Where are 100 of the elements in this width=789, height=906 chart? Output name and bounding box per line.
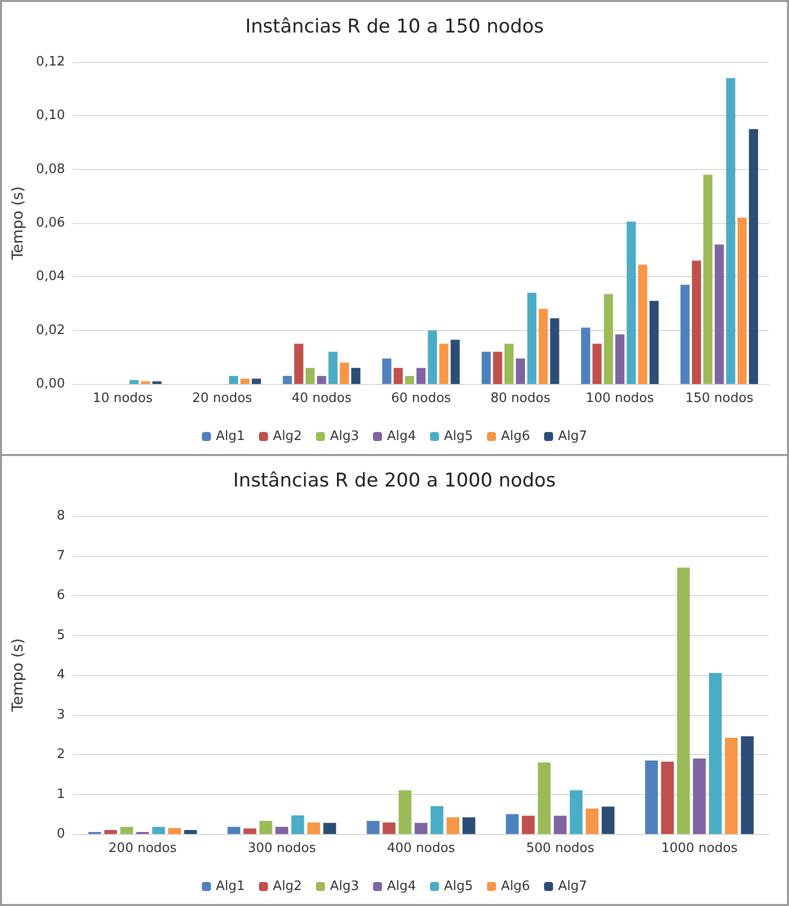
legend-label: Alg7 bbox=[558, 429, 588, 444]
chart-title: Instâncias R de 10 a 150 nodos bbox=[245, 16, 544, 38]
bar bbox=[527, 292, 536, 384]
y-tick-label: 0,12 bbox=[36, 54, 65, 70]
bar bbox=[228, 376, 238, 384]
bar bbox=[538, 308, 548, 384]
legend-label: Alg1 bbox=[216, 429, 245, 444]
bar bbox=[446, 817, 460, 834]
legend-label: Alg3 bbox=[330, 879, 359, 894]
bar bbox=[414, 822, 428, 834]
bar bbox=[692, 260, 702, 384]
bar bbox=[306, 368, 315, 384]
bar bbox=[120, 826, 134, 834]
bar bbox=[604, 294, 614, 384]
bar bbox=[615, 334, 624, 384]
legend-label: Alg2 bbox=[272, 879, 302, 894]
bar bbox=[317, 376, 326, 384]
y-tick-label: 5 bbox=[56, 628, 65, 643]
bar bbox=[294, 344, 304, 384]
bar bbox=[726, 78, 736, 384]
legend-label: Alg2 bbox=[272, 429, 302, 444]
bar bbox=[638, 264, 648, 384]
bar bbox=[366, 820, 380, 834]
x-tick-label: 20 nodos bbox=[192, 391, 252, 406]
y-tick-label: 0,02 bbox=[36, 322, 65, 338]
x-tick-label: 100 nodos bbox=[586, 391, 654, 406]
bar bbox=[538, 762, 551, 834]
y-tick-label: 4 bbox=[56, 668, 65, 682]
bar bbox=[382, 822, 396, 834]
bar bbox=[586, 808, 599, 834]
bar bbox=[382, 358, 392, 384]
bar bbox=[282, 376, 292, 384]
bar bbox=[626, 222, 636, 384]
bar bbox=[693, 758, 706, 834]
y-tick-label: 8 bbox=[56, 508, 65, 524]
legend-label: Alg3 bbox=[330, 429, 359, 444]
bar bbox=[140, 381, 150, 384]
y-axis-title: Tempo (s) bbox=[8, 186, 26, 261]
y-tick-label: 7 bbox=[56, 548, 65, 564]
bar bbox=[307, 822, 320, 834]
bar bbox=[602, 806, 614, 834]
bar bbox=[661, 762, 674, 834]
bar bbox=[740, 736, 754, 834]
y-tick-label: 0,08 bbox=[36, 162, 65, 177]
bar bbox=[645, 760, 658, 834]
y-tick-label: 6 bbox=[56, 588, 65, 603]
bar bbox=[493, 352, 502, 384]
x-tick-label: 40 nodos bbox=[292, 391, 352, 406]
y-tick-label: 0,00 bbox=[36, 376, 65, 392]
x-tick-label: 150 nodos bbox=[685, 391, 754, 406]
bar bbox=[554, 816, 567, 834]
x-tick-label: 300 nodos bbox=[248, 841, 316, 856]
legend-label: Alg4 bbox=[386, 879, 416, 894]
x-tick-label: 60 nodos bbox=[391, 391, 452, 406]
bar bbox=[450, 340, 460, 384]
bar bbox=[748, 129, 758, 384]
bar bbox=[703, 174, 712, 384]
bar bbox=[252, 378, 261, 384]
bar bbox=[394, 368, 403, 384]
bar bbox=[340, 362, 349, 384]
bar bbox=[724, 738, 738, 834]
bar bbox=[708, 673, 722, 834]
bar bbox=[323, 822, 336, 834]
legend-label: Alg5 bbox=[444, 879, 474, 894]
legend-label: Alg4 bbox=[386, 429, 416, 444]
bar bbox=[228, 826, 240, 834]
bar bbox=[104, 830, 118, 834]
bar bbox=[275, 826, 288, 834]
x-tick-label: 400 nodos bbox=[386, 841, 456, 856]
bar bbox=[243, 828, 256, 834]
bar bbox=[416, 368, 426, 384]
legend-label: Alg6 bbox=[501, 429, 530, 444]
y-tick-label: 1 bbox=[56, 786, 65, 802]
bar bbox=[130, 380, 139, 384]
bar bbox=[328, 352, 338, 384]
bar bbox=[428, 330, 437, 384]
bar bbox=[462, 817, 476, 834]
bar bbox=[184, 830, 197, 834]
x-tick-label: 200 nodos bbox=[108, 841, 177, 856]
bar bbox=[680, 284, 690, 384]
y-tick-label: 2 bbox=[56, 747, 65, 762]
x-tick-label: 500 nodos bbox=[526, 841, 594, 856]
bar bbox=[506, 814, 519, 834]
x-tick-label: 10 nodos bbox=[92, 391, 153, 406]
x-tick-label: 1000 nodos bbox=[661, 841, 738, 856]
bar bbox=[581, 328, 590, 384]
bar bbox=[439, 344, 448, 384]
y-tick-label: 3 bbox=[56, 707, 65, 722]
bar bbox=[738, 218, 747, 384]
bar bbox=[522, 816, 535, 834]
bar bbox=[430, 806, 444, 834]
y-tick-label: 0,06 bbox=[36, 216, 65, 230]
y-tick-label: 0 bbox=[56, 826, 65, 842]
legend-label: Alg1 bbox=[216, 879, 245, 894]
bar bbox=[714, 244, 724, 384]
bar bbox=[570, 790, 583, 834]
bar bbox=[152, 826, 165, 834]
bar bbox=[398, 790, 412, 834]
bar bbox=[650, 300, 659, 384]
bar bbox=[351, 368, 360, 384]
